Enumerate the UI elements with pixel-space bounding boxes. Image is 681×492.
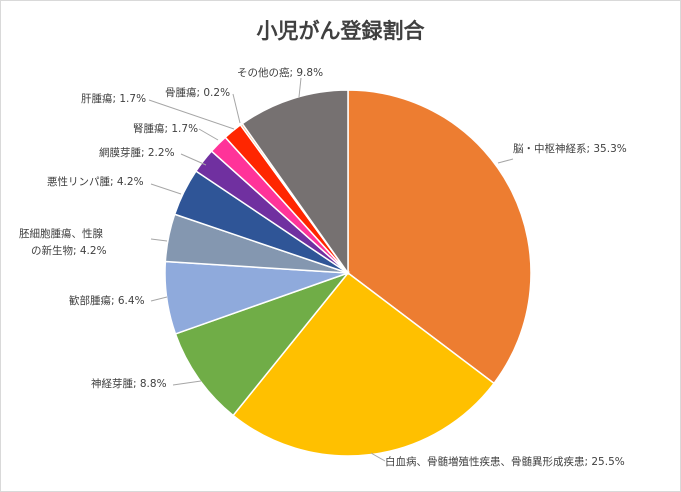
pie-slice-2 bbox=[232, 271, 496, 457]
leader-line-6 bbox=[150, 183, 182, 195]
data-label-8: 腎腫瘍; 1.7% bbox=[133, 122, 198, 135]
data-label-3: 神経芽腫; 8.8% bbox=[91, 377, 167, 390]
pie-slice-1 bbox=[347, 89, 532, 385]
data-label-7: 網膜芽腫; 2.2% bbox=[99, 146, 175, 159]
data-label-11: その他の癌; 9.8% bbox=[237, 66, 323, 79]
chart-title: 小児がん登録割合 bbox=[256, 19, 425, 43]
pie-slice-3 bbox=[174, 271, 351, 417]
leader-line-5 bbox=[150, 238, 168, 242]
leader-line-8 bbox=[198, 128, 219, 141]
leader-line-10 bbox=[232, 93, 241, 124]
leader-line-3 bbox=[172, 380, 202, 386]
leader-line-1 bbox=[497, 158, 514, 164]
leader-line-2 bbox=[370, 452, 386, 462]
leader-line-11 bbox=[298, 77, 302, 98]
data-label-10: 骨腫瘍; 0.2% bbox=[165, 86, 230, 99]
data-label-9: 肝腫瘍; 1.7% bbox=[81, 92, 146, 105]
leader-line-4 bbox=[150, 296, 168, 302]
pie-slice-11 bbox=[241, 89, 349, 276]
data-label-6: 悪性リンパ腫; 4.2% bbox=[47, 175, 144, 188]
data-label-1: 脳・中枢神経系; 35.3% bbox=[513, 142, 627, 155]
data-label-2: 白血病、骨髄増殖性疾患、骨髄異形成疾患; 25.5% bbox=[385, 455, 625, 468]
data-label-5: 胚細胞腫瘍、性腺の新生物; 4.2% bbox=[19, 227, 107, 257]
data-label-4: 歓部腫瘍; 6.4% bbox=[69, 294, 145, 307]
leader-line-9 bbox=[148, 99, 235, 130]
leader-line-7 bbox=[180, 153, 207, 166]
